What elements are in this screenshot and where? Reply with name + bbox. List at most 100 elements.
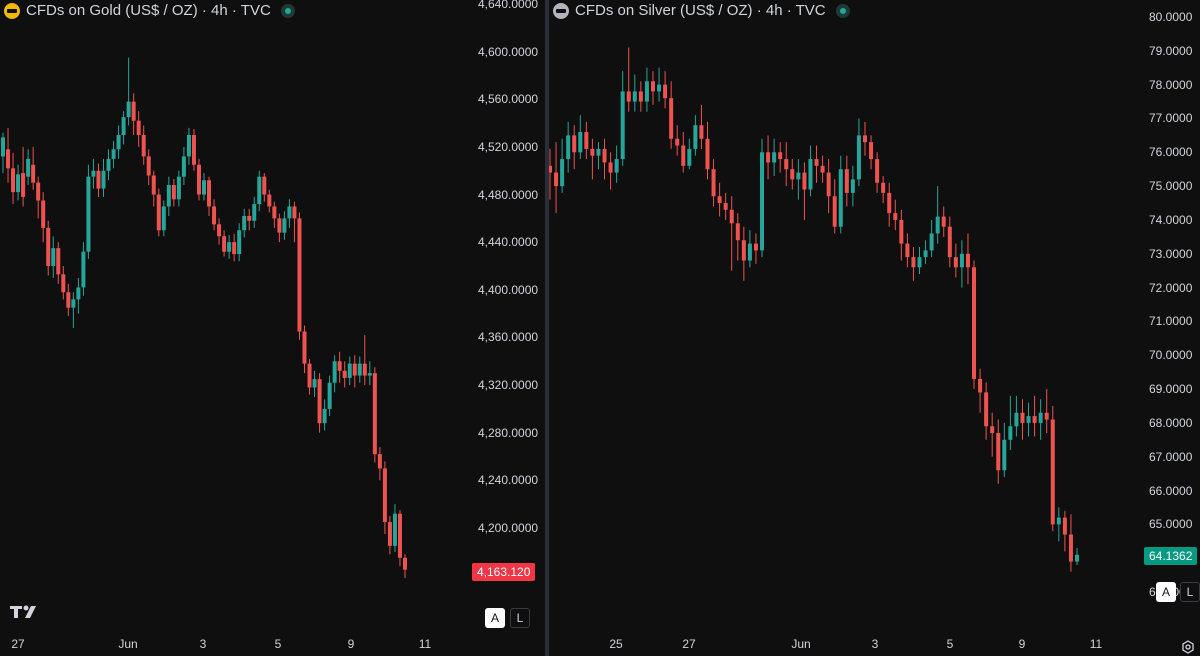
candle	[136, 111, 141, 147]
candle	[596, 142, 601, 170]
candle-body	[584, 132, 589, 149]
candle	[1026, 402, 1031, 437]
candle-body	[186, 135, 191, 157]
candle-body	[397, 513, 402, 558]
candle-body	[101, 170, 106, 189]
candle-body	[1038, 412, 1043, 423]
price-axis-label: 4,440.0000	[478, 235, 539, 250]
candle-body	[675, 138, 680, 146]
candle	[161, 200, 166, 237]
candle-body	[893, 213, 898, 220]
candle-body	[657, 84, 662, 92]
candle-body	[1008, 426, 1013, 440]
candle-body	[91, 170, 96, 177]
candle	[893, 199, 898, 231]
candle	[252, 196, 257, 228]
candle-body	[723, 203, 728, 210]
candle	[126, 57, 131, 126]
candle	[392, 504, 397, 552]
candle-body	[735, 223, 740, 241]
candle	[778, 142, 783, 173]
candle	[1038, 399, 1043, 440]
time-axis-label: 11	[418, 637, 432, 651]
candle-body	[790, 169, 795, 180]
candle-body	[277, 218, 282, 233]
candle-body	[984, 392, 989, 427]
candle-body	[996, 433, 1001, 471]
silver-candles-area[interactable]	[549, 0, 1200, 656]
candle	[899, 209, 904, 261]
candle	[687, 138, 692, 170]
candle-body	[850, 179, 855, 193]
candle	[131, 93, 136, 135]
candle	[917, 247, 922, 275]
candle-body	[81, 251, 86, 288]
candle	[267, 189, 272, 213]
candle	[1002, 422, 1007, 477]
log-scale-button[interactable]: L	[510, 608, 530, 628]
candle-body	[257, 176, 262, 205]
candle	[1008, 395, 1013, 450]
price-axis-label: 76.0000	[1149, 145, 1193, 160]
candle-body	[86, 176, 91, 252]
time-axis-label: 11	[1089, 637, 1103, 651]
candle	[272, 201, 277, 228]
candle	[566, 121, 571, 173]
candle	[753, 233, 758, 264]
candle	[21, 146, 26, 207]
candle	[693, 115, 698, 156]
pane-divider[interactable]	[545, 0, 549, 656]
candle	[760, 138, 765, 258]
price-axis-label: 78.0000	[1149, 77, 1193, 92]
candle	[196, 158, 201, 201]
gold-chart-pane[interactable]: CFDs on Gold (US$ / OZ) · 4h · TVC 4,640…	[0, 0, 545, 656]
candle-body	[965, 253, 970, 268]
log-scale-button[interactable]: L	[1180, 582, 1200, 602]
candle	[217, 218, 222, 245]
candle-body	[608, 162, 613, 173]
candle	[1062, 510, 1067, 552]
candle	[772, 138, 777, 176]
settings-gear-icon[interactable]	[1181, 640, 1195, 654]
candle-body	[1050, 419, 1055, 525]
candle	[911, 247, 916, 281]
candle	[101, 158, 106, 197]
auto-scale-button[interactable]: A	[1156, 582, 1176, 602]
candle	[1056, 507, 1061, 542]
candle	[6, 127, 11, 183]
candle-body	[741, 240, 746, 261]
silver-chart-pane[interactable]: CFDs on Silver (US$ / OZ) · 4h · TVC 80.…	[549, 0, 1200, 656]
gold-candles-area[interactable]	[0, 0, 545, 656]
candle	[572, 125, 577, 170]
candle-body	[21, 173, 26, 197]
candle	[638, 81, 643, 112]
candle	[302, 325, 307, 374]
candle-body	[826, 172, 831, 197]
candle	[978, 368, 983, 413]
candle	[820, 155, 825, 183]
candle-body	[917, 257, 922, 268]
candle-body	[387, 522, 392, 546]
tradingview-logo-icon[interactable]	[10, 604, 42, 620]
candle-body	[96, 170, 101, 189]
price-axis-label: 65.0000	[1149, 517, 1193, 532]
candle-body	[929, 233, 934, 251]
candle	[181, 146, 186, 186]
candle-body	[267, 194, 272, 207]
candle-body	[832, 196, 837, 227]
price-axis-label: 4,480.0000	[478, 187, 539, 202]
candle	[1014, 395, 1019, 437]
auto-scale-button[interactable]: A	[485, 608, 505, 628]
candle-body	[705, 138, 710, 170]
candle	[802, 162, 807, 220]
candle-body	[106, 158, 111, 171]
candle	[282, 211, 287, 240]
candle	[972, 260, 977, 390]
candle-body	[227, 242, 232, 252]
candle	[297, 212, 302, 340]
candle	[681, 132, 686, 173]
candle	[584, 121, 589, 160]
candle-body	[572, 135, 577, 153]
candle	[741, 226, 746, 281]
candle-body	[302, 331, 307, 364]
